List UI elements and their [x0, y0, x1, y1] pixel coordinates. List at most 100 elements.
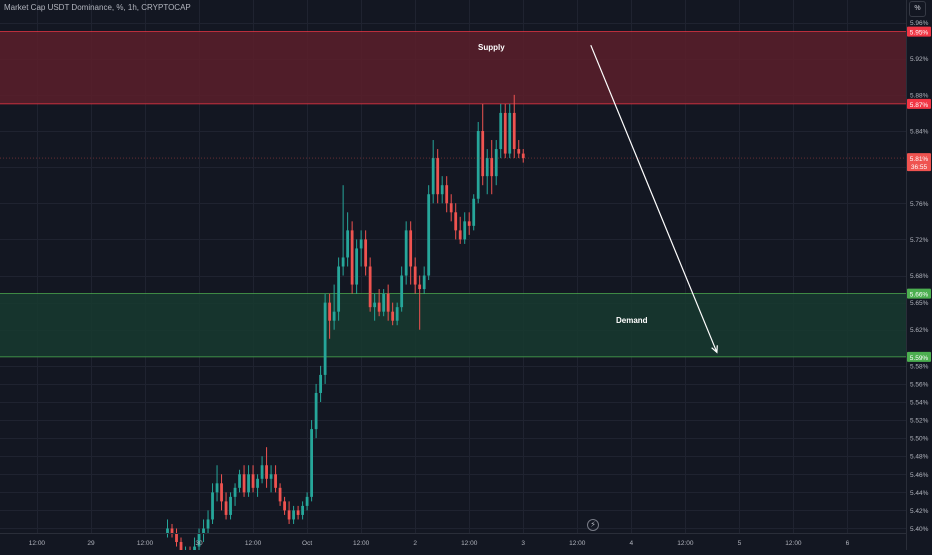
candle[interactable]	[323, 293, 327, 384]
candle-body	[283, 501, 286, 511]
candle[interactable]	[224, 492, 228, 520]
lightning-icon[interactable]: ⚡	[587, 519, 599, 531]
candle-body	[328, 302, 332, 321]
candle[interactable]	[260, 456, 264, 484]
candle[interactable]	[269, 465, 273, 493]
candle[interactable]	[184, 546, 187, 555]
candle[interactable]	[368, 257, 372, 312]
candle[interactable]	[364, 230, 368, 276]
candle[interactable]	[427, 185, 431, 281]
candle[interactable]	[296, 505, 300, 520]
candle[interactable]	[238, 469, 241, 493]
candle[interactable]	[247, 465, 250, 497]
candle[interactable]	[305, 492, 309, 511]
candle[interactable]	[449, 194, 453, 222]
arrow-head[interactable]	[711, 345, 718, 354]
candle[interactable]	[211, 483, 214, 524]
candle[interactable]	[467, 212, 471, 235]
candle[interactable]	[355, 239, 359, 294]
candle[interactable]	[472, 194, 476, 231]
candle-body	[301, 505, 304, 515]
candle[interactable]	[301, 501, 304, 520]
arrow-line[interactable]	[590, 44, 718, 353]
candle[interactable]	[332, 284, 336, 330]
candle[interactable]	[341, 185, 345, 276]
y-tick-label: 5.56%	[910, 381, 929, 388]
candles[interactable]	[166, 94, 525, 555]
percent-scale-button[interactable]: %	[909, 1, 926, 17]
candle[interactable]	[440, 176, 444, 204]
candle[interactable]	[499, 103, 503, 159]
candle[interactable]	[274, 465, 277, 493]
candle[interactable]	[256, 474, 259, 497]
demand-zone[interactable]	[0, 293, 906, 357]
candle[interactable]	[418, 275, 422, 330]
candle[interactable]	[292, 505, 295, 524]
candle[interactable]	[395, 302, 399, 326]
candle[interactable]	[265, 447, 268, 488]
candle[interactable]	[391, 302, 395, 326]
candle[interactable]	[517, 140, 521, 159]
candle[interactable]	[454, 203, 458, 240]
candle[interactable]	[431, 140, 435, 204]
candle[interactable]	[413, 257, 417, 294]
candle[interactable]	[409, 221, 413, 285]
candle-body	[427, 194, 431, 276]
candle[interactable]	[251, 465, 255, 493]
candle[interactable]	[422, 266, 426, 294]
candle[interactable]	[481, 103, 485, 186]
candle[interactable]	[494, 140, 498, 186]
candle-body	[224, 501, 228, 515]
candle[interactable]	[229, 492, 232, 520]
candle[interactable]	[445, 176, 449, 213]
x-tick-label: 29	[87, 540, 95, 547]
candle-body	[260, 465, 264, 479]
candle[interactable]	[373, 293, 377, 321]
candle[interactable]	[220, 474, 223, 511]
candle[interactable]	[436, 149, 440, 204]
candle[interactable]	[197, 528, 201, 552]
candle[interactable]	[310, 420, 314, 502]
candle[interactable]	[382, 289, 386, 317]
trend-arrow[interactable]	[590, 44, 718, 354]
candle[interactable]	[188, 546, 192, 555]
candle[interactable]	[458, 216, 462, 244]
candle[interactable]	[386, 284, 390, 321]
candle[interactable]	[202, 519, 205, 543]
candle[interactable]	[350, 221, 354, 294]
candle[interactable]	[314, 383, 318, 439]
candle[interactable]	[503, 103, 507, 159]
candle[interactable]	[215, 465, 219, 502]
candle[interactable]	[377, 289, 381, 317]
candle[interactable]	[206, 510, 210, 533]
candle[interactable]	[463, 212, 467, 244]
candle[interactable]	[170, 523, 174, 538]
x-tick-label: 4	[630, 540, 634, 547]
candle[interactable]	[166, 519, 169, 538]
candle[interactable]	[485, 149, 489, 195]
candle[interactable]	[490, 140, 494, 195]
candle-body	[467, 221, 471, 226]
candle[interactable]	[521, 149, 525, 163]
candle[interactable]	[346, 212, 350, 267]
candle[interactable]	[319, 365, 323, 403]
supply-zone[interactable]	[0, 31, 906, 104]
candle[interactable]	[328, 293, 332, 339]
candle[interactable]	[242, 465, 246, 497]
candle[interactable]	[175, 528, 178, 547]
candle[interactable]	[476, 121, 480, 204]
candle[interactable]	[233, 483, 237, 506]
candle[interactable]	[404, 221, 408, 285]
candle[interactable]	[179, 537, 183, 555]
candle[interactable]	[278, 483, 282, 506]
candle[interactable]	[508, 103, 512, 159]
candle[interactable]	[287, 501, 291, 524]
candle[interactable]	[337, 257, 341, 321]
candle[interactable]	[283, 496, 286, 515]
x-tick-label: Oct	[302, 540, 312, 547]
candle[interactable]	[359, 230, 363, 267]
candle[interactable]	[400, 266, 404, 312]
candle[interactable]	[512, 94, 516, 159]
